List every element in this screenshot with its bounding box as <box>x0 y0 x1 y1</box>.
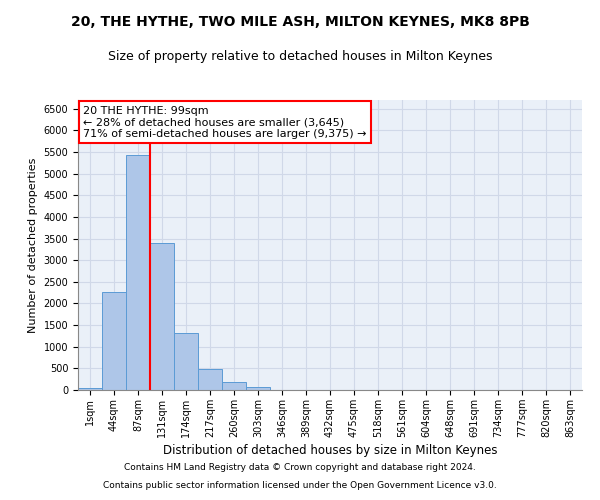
Text: 20, THE HYTHE, TWO MILE ASH, MILTON KEYNES, MK8 8PB: 20, THE HYTHE, TWO MILE ASH, MILTON KEYN… <box>71 15 529 29</box>
Text: Contains public sector information licensed under the Open Government Licence v3: Contains public sector information licen… <box>103 481 497 490</box>
Bar <box>102 292 126 390</box>
X-axis label: Distribution of detached houses by size in Milton Keynes: Distribution of detached houses by size … <box>163 444 497 457</box>
Bar <box>174 334 198 390</box>
Bar <box>126 155 150 390</box>
Text: 20 THE HYTHE: 99sqm
← 28% of detached houses are smaller (3,645)
71% of semi-det: 20 THE HYTHE: 99sqm ← 28% of detached ho… <box>83 106 367 139</box>
Bar <box>246 388 270 390</box>
Y-axis label: Number of detached properties: Number of detached properties <box>28 158 38 332</box>
Bar <box>78 388 102 390</box>
Bar <box>198 369 222 390</box>
Text: Size of property relative to detached houses in Milton Keynes: Size of property relative to detached ho… <box>108 50 492 63</box>
Bar <box>222 382 246 390</box>
Text: Contains HM Land Registry data © Crown copyright and database right 2024.: Contains HM Land Registry data © Crown c… <box>124 464 476 472</box>
Bar <box>150 244 174 390</box>
